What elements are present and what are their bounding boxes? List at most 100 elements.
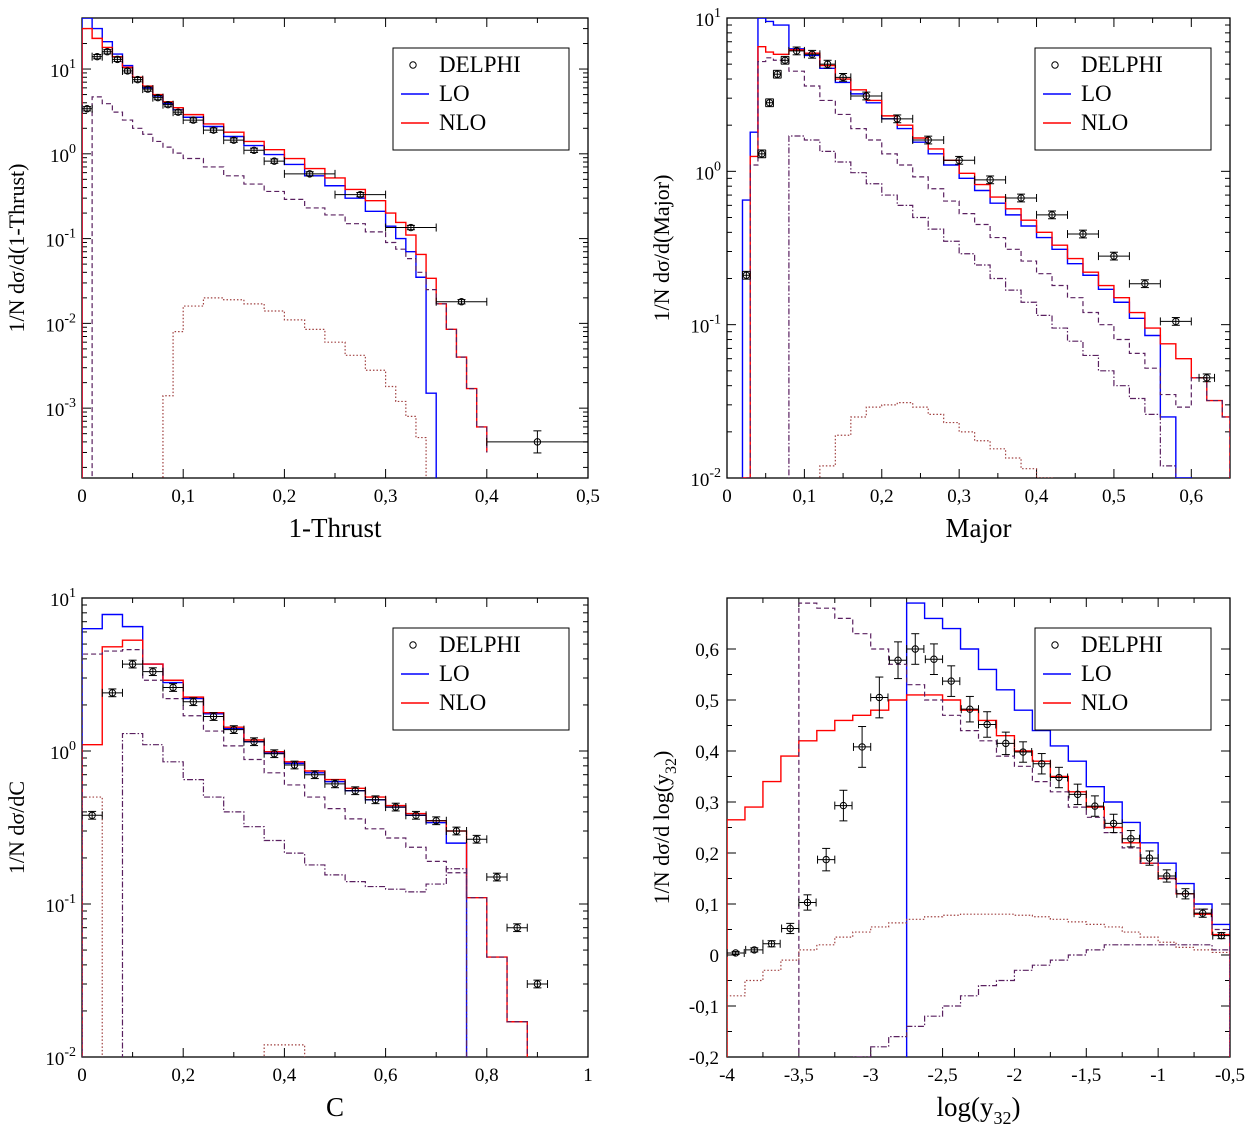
delphi-point — [223, 136, 245, 145]
y-tick-exponent: -2 — [709, 466, 721, 481]
plot-area — [741, 18, 1230, 478]
x-tick-label: 0,4 — [475, 486, 499, 507]
point-marker — [862, 92, 870, 100]
point-marker — [149, 667, 157, 676]
series-dashed-line — [798, 602, 1230, 1057]
legend-entry-lo: LO — [1081, 81, 1112, 106]
point-marker — [452, 827, 461, 835]
delphi-point — [924, 643, 944, 675]
x-tick-label: -2 — [1007, 1065, 1023, 1086]
delphi-point — [834, 72, 852, 82]
delphi-point — [960, 695, 979, 723]
point-marker — [1110, 252, 1118, 260]
delphi-point — [263, 157, 285, 166]
point-marker — [792, 47, 801, 55]
y-tick-label: -0,1 — [689, 997, 719, 1018]
point-marker — [1073, 790, 1082, 799]
y-tick-label: 10-3 — [45, 396, 76, 421]
delphi-point — [819, 59, 836, 69]
delphi-point — [182, 116, 204, 125]
delphi-point — [132, 75, 144, 84]
legend-box — [1034, 47, 1212, 151]
plot-area — [82, 18, 588, 478]
delphi-point — [1193, 908, 1212, 918]
delphi-point — [405, 810, 427, 820]
delphi-point — [385, 802, 407, 812]
plot-frame — [726, 17, 1231, 479]
x-tick-label: 0,2 — [171, 1065, 195, 1086]
legend-box — [392, 627, 570, 731]
point-marker — [209, 712, 218, 721]
delphi-point — [486, 872, 508, 882]
point-marker — [781, 56, 789, 64]
y-tick-label: 10-1 — [690, 313, 721, 338]
delphi-point — [741, 270, 751, 280]
y-axis-label-text: 1/N dσ/d log(y — [649, 774, 674, 904]
delphi-point — [852, 726, 872, 768]
y-tick-base: 10 — [45, 231, 64, 252]
delphi-point — [526, 979, 549, 989]
point-marker — [189, 698, 198, 706]
legend: DELPHI LO NLO — [392, 47, 570, 151]
y-tick-label: 100 — [695, 159, 721, 184]
series-dotted-line — [82, 796, 306, 1057]
legend-entry-lo: LO — [439, 661, 470, 686]
delphi-point — [121, 659, 144, 669]
y-axis-label: 1/N dσ/d log(y32) — [649, 751, 680, 905]
series-dotted-line — [727, 913, 1230, 1057]
point-marker — [924, 136, 932, 144]
delphi-point — [996, 731, 1015, 756]
legend-box — [392, 47, 570, 151]
series-dashdot-line — [121, 732, 468, 1057]
point-marker — [823, 60, 832, 68]
y-tick-label: 10-2 — [45, 311, 76, 336]
y-tick-label: 0,1 — [695, 895, 719, 916]
delphi-point — [1032, 753, 1051, 775]
y-tick-label: 101 — [50, 57, 76, 82]
delphi-point — [870, 676, 889, 719]
point-marker — [250, 146, 258, 155]
x-tick-label: 0,3 — [374, 486, 398, 507]
point-marker — [1217, 931, 1226, 940]
delphi-point — [1157, 869, 1176, 883]
legend-delphi-marker — [1051, 641, 1059, 649]
y-axis-label: 1/N dσ/d(1-Thrust) — [4, 164, 29, 333]
y-tick-exponent: -3 — [64, 396, 76, 411]
y-tick-label: 100 — [50, 142, 76, 167]
delphi-point — [152, 93, 164, 102]
series-dotted-line — [162, 297, 427, 478]
x-tick-label: 0,1 — [793, 486, 817, 507]
y-axis-label-subscript: 32 — [663, 758, 680, 774]
legend-delphi-marker — [409, 641, 417, 649]
point-marker — [230, 136, 238, 144]
point-marker — [1055, 773, 1063, 782]
y-tick-label: 0,6 — [695, 640, 719, 661]
delphi-point — [283, 169, 336, 178]
point-marker — [113, 55, 122, 64]
panel-major: 0 0,1 0,2 0,3 0,4 0,5 0,610-210-1100101Major1/… — [649, 6, 1231, 543]
x-tick-label: 0,2 — [273, 486, 297, 507]
point-marker — [875, 693, 884, 702]
point-marker — [773, 70, 781, 78]
legend-entry-nlo: NLO — [1081, 110, 1128, 135]
point-marker — [371, 796, 380, 804]
x-tick-label: -4 — [719, 1065, 735, 1086]
point-marker — [230, 725, 238, 734]
point-marker — [947, 677, 955, 685]
y-axis-label-text: 1/N dσ/d(1-Thrust) — [4, 164, 29, 333]
delphi-point — [943, 155, 976, 165]
y-tick-base: 10 — [690, 317, 709, 338]
legend-entry-delphi: DELPHI — [439, 52, 521, 77]
x-tick-label: 0,8 — [475, 1065, 499, 1086]
delphi-point — [243, 737, 265, 747]
x-tick-label: 0,1 — [171, 486, 195, 507]
delphi-point — [243, 146, 265, 155]
delphi-point — [142, 85, 154, 94]
panel-thrust: 0 0,1 0,2 0,3 0,4 0,510-310-210-11001011-Thru… — [4, 17, 600, 543]
delphi-point — [121, 66, 134, 75]
y-tick-label: 0,4 — [695, 742, 719, 763]
x-tick-label: -1,5 — [1071, 1065, 1101, 1086]
y-tick-label: 0 — [710, 946, 720, 967]
point-marker — [786, 924, 794, 933]
y-tick-exponent: -1 — [64, 892, 76, 907]
